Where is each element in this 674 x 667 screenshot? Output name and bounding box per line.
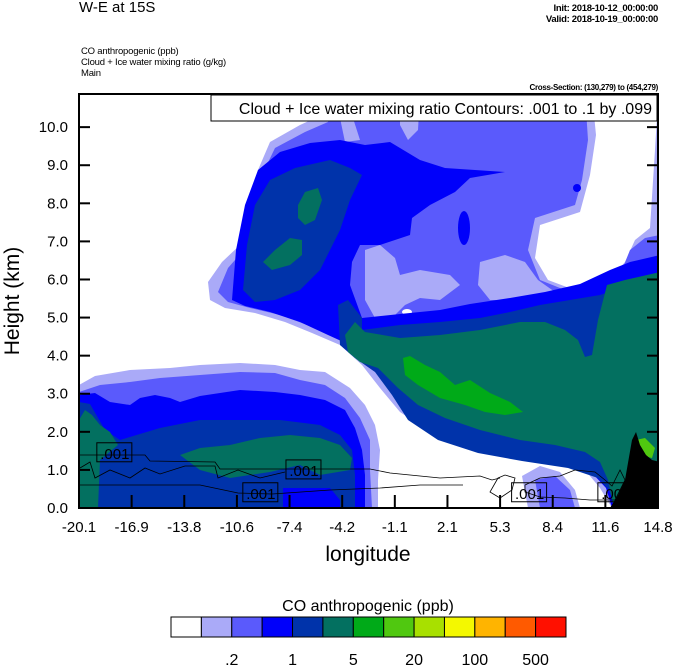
colorbar-label: 20 xyxy=(405,652,423,667)
cloud-contour xyxy=(79,454,501,481)
contour-info-box xyxy=(210,94,658,122)
contour-label-box xyxy=(242,482,279,503)
co-level-teal-lower xyxy=(180,435,352,478)
colorbar-label: 5 xyxy=(349,652,358,667)
colorbar-swatch xyxy=(474,616,506,638)
y-tick-label: 10.0 xyxy=(39,119,68,136)
cloud-contour xyxy=(79,484,463,495)
plot-frame xyxy=(78,93,659,509)
x-tick-label: -1.1 xyxy=(382,519,408,536)
cross-section-label: Cross-Section: (130,279) to (454,279) xyxy=(529,83,658,92)
field-label-co: CO anthropogenic (ppb) xyxy=(81,46,179,57)
colorbar-swatch xyxy=(231,616,263,638)
x-tick-label: 14.8 xyxy=(643,519,672,536)
y-tick-label: 6.0 xyxy=(47,271,68,288)
contour-label: .001 xyxy=(601,486,630,503)
terrain xyxy=(610,432,658,508)
colorbar: .2 1 5 20 100 500 xyxy=(170,616,567,667)
y-tick-label: 1.0 xyxy=(47,462,68,479)
y-tick-label: 4.0 xyxy=(47,348,68,365)
colorbar-swatch xyxy=(170,616,202,638)
init-time: Init: 2018-10-12_00:00:00 xyxy=(553,3,659,14)
plot-title: W-E at 15S xyxy=(79,0,156,16)
co-level-green-band xyxy=(403,356,523,415)
colorbar-swatch xyxy=(443,616,476,638)
colorbar-swatch xyxy=(322,616,354,638)
valid-time: Valid: 2018-10-19_00:00:00 xyxy=(545,14,658,25)
co-level-light-patch xyxy=(340,115,360,142)
y-tick-label: 3.0 xyxy=(47,386,68,403)
contour-label: .001 xyxy=(100,446,129,463)
co-level-blue-blob xyxy=(573,184,581,192)
colorbar-label: 1 xyxy=(288,652,297,667)
co-level-light-patch xyxy=(365,245,460,318)
contour-label: .001 xyxy=(246,486,275,503)
colorbar-label: 100 xyxy=(461,652,488,667)
filled-contours xyxy=(79,94,658,508)
co-level-light-patch xyxy=(478,255,555,300)
co-level-teal-patch xyxy=(298,188,322,225)
cloud-contour xyxy=(79,461,286,479)
co-level-medium-ground xyxy=(535,476,575,508)
field-label-main: Main xyxy=(81,68,101,79)
contour-labels: .001 .001 .001 .001 .001 xyxy=(96,442,634,503)
co-level-teal-band xyxy=(345,272,658,508)
colorbar-swatch xyxy=(383,616,415,638)
x-tick-label: -10.6 xyxy=(220,519,254,536)
cloud-contour-lines xyxy=(79,454,626,501)
contour-label-box xyxy=(285,459,322,480)
x-tick-label: -7.4 xyxy=(277,519,303,536)
co-level-teal-patch xyxy=(263,238,302,270)
co-level-teal-lower xyxy=(79,410,118,508)
colorbar-swatch xyxy=(200,616,233,638)
contour-label: .001 xyxy=(289,463,318,480)
y-tick-label: 7.0 xyxy=(47,233,68,250)
x-tick-label: -16.9 xyxy=(115,519,149,536)
y-tick-label: 8.0 xyxy=(47,195,68,212)
contour-info: Cloud + Ice water mixing ratio Contours:… xyxy=(239,101,652,118)
x-tick-label: -4.2 xyxy=(329,519,355,536)
y-axis: 0.0 1.0 2.0 3.0 4.0 5.0 6.0 7.0 8.0 9.0 10.0 xyxy=(39,119,658,517)
y-tick-label: 0.0 xyxy=(47,500,68,517)
cloud-contour xyxy=(524,469,626,501)
contour-label-box xyxy=(597,482,634,503)
colorbar-swatch xyxy=(535,616,567,638)
y-tick-label: 2.0 xyxy=(47,424,68,441)
y-tick-label: 9.0 xyxy=(47,157,68,174)
field-label-cloud: Cloud + Ice water mixing ratio (g/kg) xyxy=(81,57,226,68)
contour-label-box xyxy=(511,482,548,503)
colorbar-swatch xyxy=(261,616,294,638)
y-axis-title: Height (km) xyxy=(1,247,24,356)
contour-label-box xyxy=(96,442,133,463)
x-tick-label: 11.6 xyxy=(591,519,619,536)
x-tick-label: 8.4 xyxy=(542,519,563,536)
x-tick-label: -13.8 xyxy=(167,519,201,536)
colorbar-swatch xyxy=(352,616,385,638)
colorbar-swatch xyxy=(292,616,324,638)
colorbar-label: .2 xyxy=(225,652,238,667)
co-level-blue-blob xyxy=(458,211,470,245)
x-tick-label: 2.1 xyxy=(437,519,458,536)
colorbar-title: CO anthropogenic (ppb) xyxy=(282,598,454,615)
contour-label: .001 xyxy=(515,486,544,503)
x-axis: -20.1 -16.9 -13.8 -10.6 -7.4 -4.2 -1.1 2.1 5.3 8.… xyxy=(62,495,673,536)
co-level-blue-ground xyxy=(283,488,340,508)
x-axis-title: longitude xyxy=(325,543,410,566)
x-tick-label: 5.3 xyxy=(490,519,511,536)
x-tick-label: -20.1 xyxy=(62,519,96,536)
y-tick-label: 5.0 xyxy=(47,310,68,327)
colorbar-label: 500 xyxy=(522,652,549,667)
colorbar-swatch xyxy=(413,616,445,638)
colorbar-swatch xyxy=(504,616,537,638)
